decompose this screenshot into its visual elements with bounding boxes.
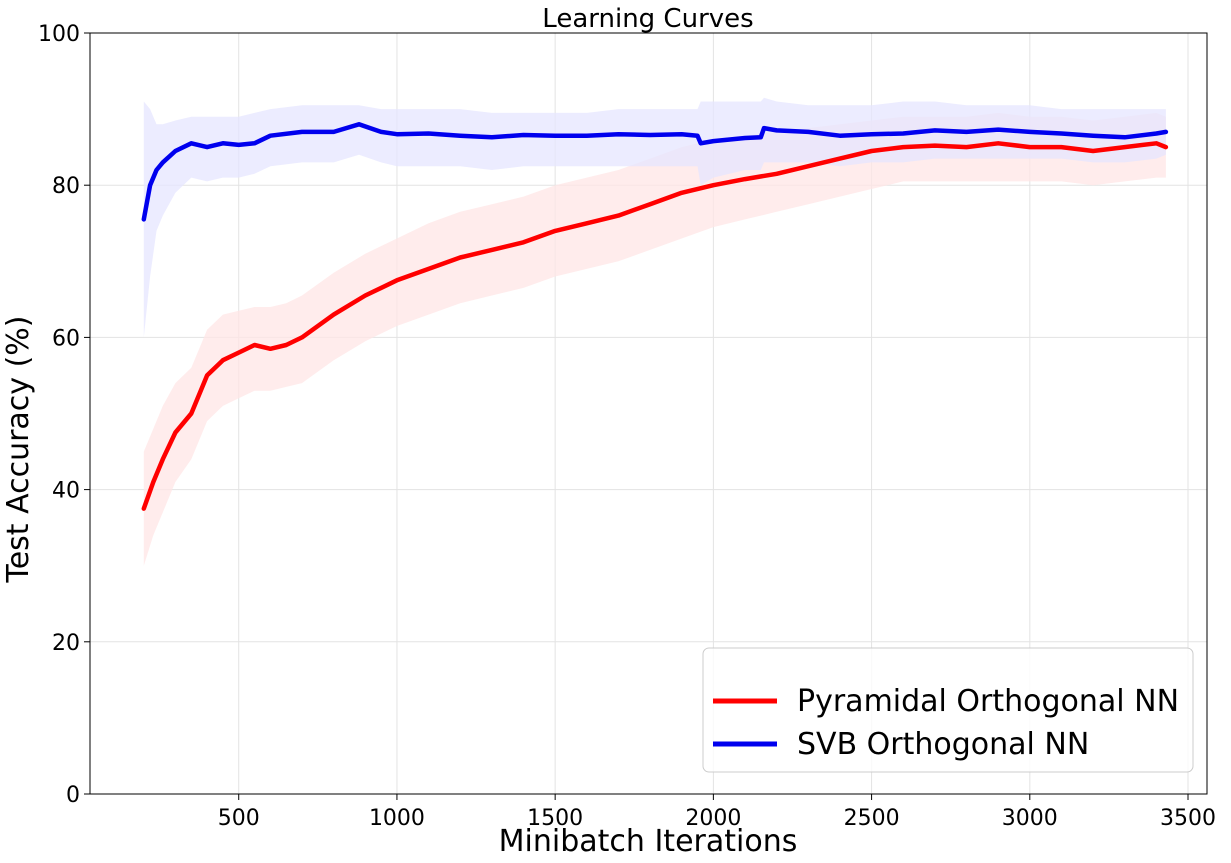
legend-label-pyramidal: Pyramidal Orthogonal NN xyxy=(797,684,1179,719)
x-tick-label-3500: 3500 xyxy=(1160,806,1216,831)
confidence-bands xyxy=(143,97,1166,566)
x-tick-label-3000: 3000 xyxy=(1002,806,1058,831)
x-tick-label-1500: 1500 xyxy=(527,806,583,831)
y-tick-label-80: 80 xyxy=(52,174,80,199)
y-tick-label-60: 60 xyxy=(52,326,80,351)
line-series-0 xyxy=(141,141,1169,511)
x-tick-label-500: 500 xyxy=(218,806,260,831)
legend-box xyxy=(702,647,1194,773)
y-tick-label-20: 20 xyxy=(52,631,80,656)
x-tick-label-2000: 2000 xyxy=(685,806,741,831)
x-tick-label-1000: 1000 xyxy=(369,806,425,831)
band-series-1 xyxy=(143,97,1166,338)
series-lines xyxy=(141,122,1169,511)
legend: Pyramidal Orthogonal NN SVB Orthogonal N… xyxy=(702,647,1194,773)
y-axis-ticks: 0 20 40 60 80 100 xyxy=(38,22,90,808)
y-tick-label-0: 0 xyxy=(66,783,80,808)
y-tick-label-100: 100 xyxy=(38,22,80,47)
chart-title: Learning Curves xyxy=(542,4,753,34)
y-axis-title: Test Accuracy (%) xyxy=(1,315,36,583)
legend-label-svb: SVB Orthogonal NN xyxy=(797,727,1089,762)
y-tick-label-40: 40 xyxy=(52,479,80,504)
x-axis-ticks: 500 1000 1500 2000 2500 3000 3500 xyxy=(218,794,1216,831)
line-series-1 xyxy=(141,122,1169,222)
x-tick-label-2500: 2500 xyxy=(844,806,900,831)
x-axis-title: Minibatch Iterations xyxy=(499,824,798,859)
plot-frame xyxy=(89,32,1208,795)
